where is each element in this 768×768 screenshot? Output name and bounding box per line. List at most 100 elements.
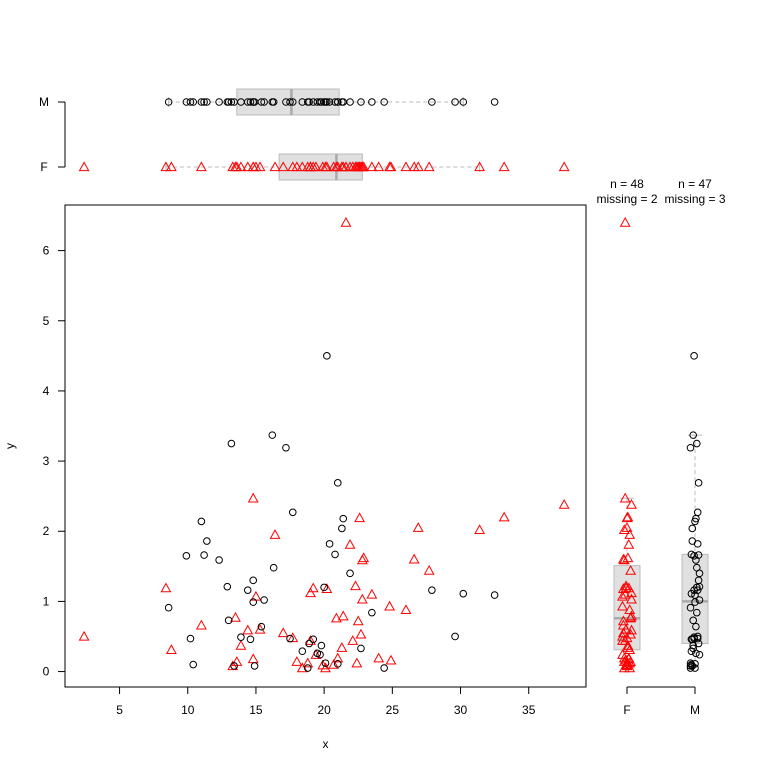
right-point-m-26 bbox=[691, 664, 699, 672]
top-point-m-27 bbox=[305, 98, 313, 106]
point-f-51 bbox=[498, 511, 510, 522]
right-point-m-10 bbox=[693, 439, 701, 448]
point-f-27 bbox=[330, 612, 342, 623]
right-point-m-33 bbox=[686, 659, 695, 667]
right-point-f-36 bbox=[617, 615, 629, 626]
right-point-f-42 bbox=[619, 588, 631, 599]
point-m-24 bbox=[288, 508, 297, 517]
point-f-40 bbox=[358, 552, 370, 563]
right-point-f-11 bbox=[617, 590, 628, 601]
point-f-45 bbox=[385, 654, 397, 665]
annotation-f-missing: missing = 2 bbox=[596, 192, 657, 206]
point-m-38 bbox=[333, 479, 342, 487]
right-point-f-48 bbox=[621, 522, 633, 532]
point-f-21 bbox=[307, 582, 319, 593]
point-f-12 bbox=[254, 623, 266, 634]
top-point-f-49 bbox=[423, 161, 435, 172]
right-point-m-31 bbox=[689, 641, 698, 650]
right-point-m-47 bbox=[687, 589, 696, 598]
x-tick-label-20: 20 bbox=[317, 703, 331, 717]
point-f-15 bbox=[287, 632, 299, 643]
point-f-24 bbox=[320, 662, 331, 673]
point-f-6 bbox=[231, 656, 243, 666]
top-point-f-46 bbox=[400, 161, 412, 172]
top-point-m-5 bbox=[200, 98, 208, 106]
top-point-m-23 bbox=[286, 98, 294, 106]
y-tick-label-3: 3 bbox=[43, 454, 50, 468]
point-m-41 bbox=[346, 569, 354, 578]
top-point-m-2 bbox=[186, 98, 195, 106]
point-f-2 bbox=[165, 644, 177, 654]
point-f-49 bbox=[423, 564, 435, 575]
right-point-m-0 bbox=[686, 603, 695, 612]
top-point-f-13 bbox=[269, 161, 281, 172]
top-point-m-34 bbox=[323, 98, 331, 106]
point-m-15 bbox=[249, 598, 258, 606]
right-point-f-49 bbox=[625, 564, 637, 575]
right-point-m-34 bbox=[690, 352, 698, 360]
top-point-m-45 bbox=[428, 98, 436, 106]
point-f-52 bbox=[558, 498, 570, 509]
right-point-f-40 bbox=[622, 552, 634, 563]
top-point-m-7 bbox=[215, 98, 223, 106]
right-point-f-32 bbox=[623, 538, 635, 549]
y-tick-label-2: 2 bbox=[43, 524, 50, 538]
top-point-m-21 bbox=[269, 98, 278, 106]
point-m-9 bbox=[224, 616, 233, 625]
top-point-m-42 bbox=[357, 98, 365, 106]
point-f-34 bbox=[350, 580, 361, 591]
top-point-m-10 bbox=[227, 98, 236, 106]
point-f-48 bbox=[412, 522, 424, 532]
right-point-f-19 bbox=[626, 587, 637, 598]
point-m-37 bbox=[333, 660, 342, 668]
main-scatter-points bbox=[78, 216, 570, 673]
top-tick-label-f: F bbox=[40, 160, 47, 174]
right-point-m-30 bbox=[695, 650, 704, 659]
point-f-41 bbox=[356, 593, 368, 604]
point-f-30 bbox=[337, 610, 349, 621]
top-point-f-0 bbox=[78, 161, 90, 172]
top-point-f-3 bbox=[195, 161, 207, 172]
right-point-f-21 bbox=[623, 582, 635, 593]
top-point-m-6 bbox=[203, 98, 211, 106]
point-m-44 bbox=[380, 664, 388, 672]
right-point-m-9 bbox=[689, 616, 698, 625]
point-f-16 bbox=[291, 656, 303, 666]
point-m-20 bbox=[268, 431, 277, 439]
annotation-f-n: n = 48 bbox=[610, 177, 644, 191]
point-m-1 bbox=[182, 552, 191, 560]
top-point-m-18 bbox=[257, 98, 266, 106]
y-tick-label-1: 1 bbox=[43, 594, 50, 608]
main-plot-frame bbox=[64, 204, 587, 688]
top-point-m-44 bbox=[380, 98, 388, 106]
point-f-18 bbox=[302, 657, 314, 668]
point-m-2 bbox=[186, 634, 195, 643]
point-f-31 bbox=[340, 216, 352, 227]
annotation-m-missing: missing = 3 bbox=[664, 192, 725, 206]
top-tick-label-m: M bbox=[39, 95, 49, 109]
top-point-m-46 bbox=[451, 98, 459, 106]
point-m-42 bbox=[357, 644, 365, 653]
right-point-f-45 bbox=[620, 654, 632, 665]
point-f-38 bbox=[355, 628, 367, 639]
point-m-40 bbox=[339, 514, 348, 523]
top-point-f-22 bbox=[310, 161, 322, 172]
point-f-19 bbox=[305, 587, 316, 598]
right-point-m-22 bbox=[686, 443, 695, 452]
right-point-f-51 bbox=[622, 511, 634, 522]
point-m-16 bbox=[249, 576, 258, 585]
point-f-3 bbox=[195, 619, 207, 630]
point-f-7 bbox=[235, 639, 247, 650]
right-point-f-33 bbox=[617, 635, 628, 645]
point-m-28 bbox=[309, 635, 318, 644]
point-f-44 bbox=[384, 600, 396, 611]
right-point-m-16 bbox=[694, 576, 703, 585]
point-f-37 bbox=[354, 512, 366, 523]
point-f-5 bbox=[230, 611, 241, 622]
top-point-m-24 bbox=[288, 98, 297, 106]
point-f-32 bbox=[344, 538, 356, 549]
top-point-f-51 bbox=[498, 161, 510, 172]
right-point-f-29 bbox=[622, 642, 634, 652]
right-point-f-41 bbox=[626, 593, 637, 604]
point-m-47 bbox=[459, 589, 468, 598]
